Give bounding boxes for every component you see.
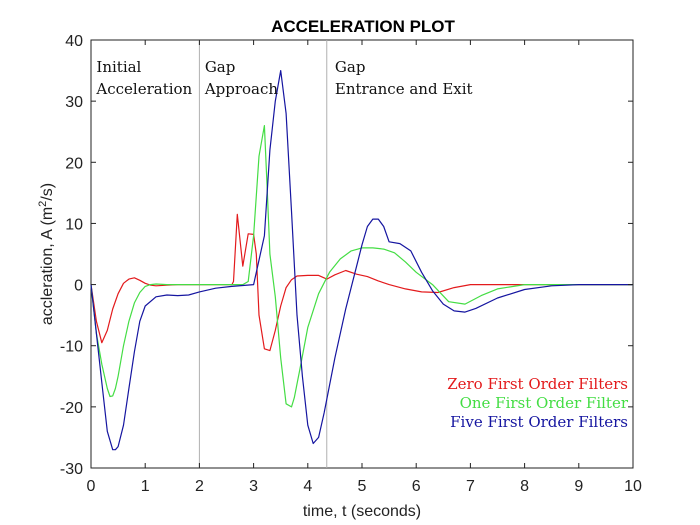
y-tick-label: 10 [65, 216, 83, 233]
series-line-0 [90, 213, 633, 352]
phase-annotation-1-line-1: Approach [204, 80, 279, 98]
y-tick-label: 30 [65, 94, 83, 111]
series-lines [90, 70, 633, 451]
phase-annotations: Initial Acceleration Gap Approach Gap Entranc… [95, 58, 472, 98]
y-tick-label: 20 [65, 155, 83, 172]
phase-annotation-1-line-0: Gap [205, 58, 236, 76]
x-tick-label: 7 [466, 478, 475, 495]
phase-annotation-2-line-1: Entrance and Exit [335, 80, 473, 98]
phase-annotation-0-line-1: Acceleration [95, 80, 192, 98]
series-line-2 [90, 70, 633, 451]
x-tick-label: 6 [412, 478, 421, 495]
legend-entry-1: One First Order Filter [460, 394, 629, 412]
y-axis-label-main: accleration, A (m [39, 207, 56, 325]
y-axis-ticks: -30 -20 -10 0 10 20 30 40 [60, 33, 633, 478]
y-tick-label: 40 [65, 33, 83, 50]
y-tick-label: -30 [60, 461, 83, 478]
phase-annotation-0-line-0: Initial [96, 58, 141, 76]
x-tick-label: 4 [303, 478, 312, 495]
y-tick-label: -20 [60, 400, 83, 417]
legend-entry-0: Zero First Order Filters [447, 375, 628, 393]
y-tick-label: -10 [60, 339, 83, 356]
y-axis-label-tail: /s) [39, 183, 56, 201]
y-axis-label: accleration, A (m2/s) [37, 183, 56, 325]
x-axis-ticks: 0 1 2 3 4 5 6 7 8 9 10 [87, 40, 642, 495]
series-line-1 [90, 125, 633, 408]
x-axis-label: time, t (seconds) [303, 503, 421, 520]
x-tick-label: 2 [195, 478, 204, 495]
chart-title: ACCELERATION PLOT [271, 17, 455, 36]
x-tick-label: 5 [358, 478, 367, 495]
legend-entry-2: Five First Order Filters [450, 413, 628, 431]
x-tick-label: 9 [574, 478, 583, 495]
x-tick-label: 8 [520, 478, 529, 495]
y-axis-label-superscript: 2 [37, 201, 49, 207]
x-tick-label: 10 [624, 478, 642, 495]
x-tick-label: 3 [249, 478, 258, 495]
x-tick-label: 0 [87, 478, 96, 495]
phase-annotation-2-line-0: Gap [335, 58, 366, 76]
y-tick-label: 0 [74, 278, 83, 295]
x-tick-label: 1 [141, 478, 150, 495]
